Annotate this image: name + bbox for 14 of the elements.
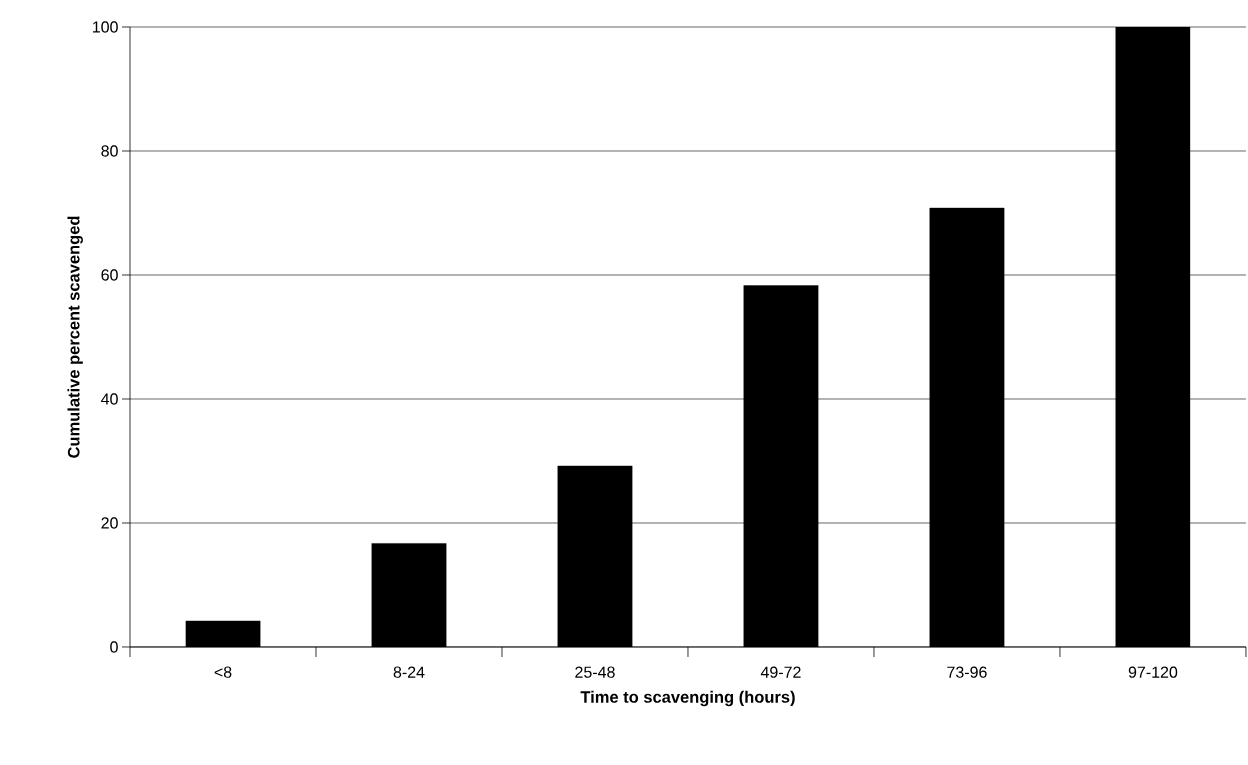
x-axis-title: Time to scavenging (hours) — [580, 690, 795, 707]
y-tick-label: 80 — [101, 145, 118, 157]
y-tick-label: 100 — [93, 21, 118, 33]
y-tick-label: 0 — [110, 641, 118, 653]
y-axis-title: Cumulative percent scavenged — [67, 216, 83, 458]
x-tick-label: 8-24 — [393, 666, 425, 678]
x-tick-label: 49-72 — [760, 666, 801, 678]
x-tick-label: 73-96 — [947, 666, 987, 678]
y-tick-label: 20 — [101, 517, 118, 529]
y-tick-label: 40 — [101, 393, 118, 405]
x-tick-label: 97-120 — [1128, 666, 1178, 678]
y-tick-label: 60 — [101, 269, 118, 281]
x-tick-label: 25-48 — [575, 666, 615, 678]
x-tick-label: <8 — [214, 666, 232, 678]
